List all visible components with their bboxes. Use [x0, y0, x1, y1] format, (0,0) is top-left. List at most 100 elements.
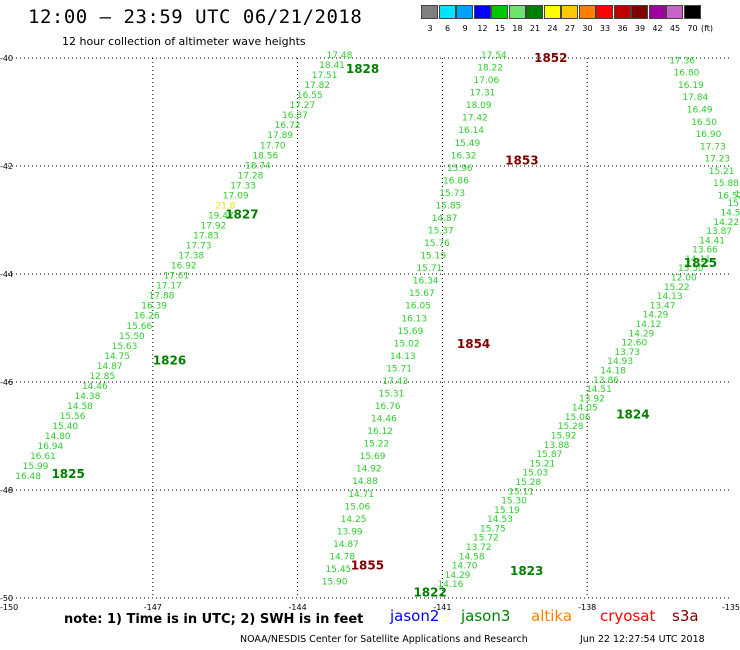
wave-height-value: 15.25 — [735, 190, 740, 200]
credit-text: NOAA/NESDIS Center for Satellite Applica… — [240, 634, 528, 645]
wave-height-value: 16.76 — [375, 402, 401, 412]
wave-height-value: 15.67 — [409, 289, 435, 299]
wave-height-value: 18.41 — [319, 61, 345, 71]
colorbar-label: 36 — [617, 24, 628, 33]
wave-height-value: 15.40 — [52, 422, 78, 432]
wave-height-value: 14.12 — [636, 320, 662, 330]
wave-height-value: 15.28 — [558, 422, 584, 432]
wave-height-value: 18.56 — [252, 151, 278, 161]
wave-height-value: 15.37 — [428, 227, 454, 237]
wave-height-value: 16.55 — [297, 91, 323, 101]
wave-height-value: 15.03 — [522, 469, 548, 479]
wave-height-value: 15.76 — [424, 239, 450, 249]
colorbar-label: 45 — [669, 24, 681, 33]
wave-height-value: 13.86 — [593, 376, 619, 386]
wave-height-value: 15.69 — [398, 327, 424, 337]
wave-height-value: 17.51 — [312, 71, 338, 81]
colorbar-swatch — [578, 5, 596, 19]
wave-height-value: 16.48 — [15, 472, 41, 482]
wave-height-value: 16.14 — [458, 126, 484, 136]
orbit-number-label: 1826 — [153, 353, 186, 367]
wave-height-value: 14.93 — [607, 357, 633, 367]
wave-height-value: 15.69 — [360, 452, 386, 462]
satellite-legend-altika: altika — [531, 607, 573, 625]
orbit-number-label: 1853 — [505, 154, 538, 168]
wave-height-value: 16.32 — [451, 151, 477, 161]
colorbar-label: 24 — [547, 24, 558, 33]
wave-height-value: 17.61 — [163, 272, 189, 282]
wave-height-value: 15.30 — [501, 497, 527, 507]
wave-height-value: 13.47 — [650, 301, 676, 311]
wave-height-value: 17.92 — [201, 221, 227, 231]
wave-height-value: 17.27 — [289, 101, 315, 111]
wave-height-value: 17.84 — [682, 93, 708, 103]
wave-height-value: 16.61 — [30, 452, 56, 462]
orbit-number-label: 1852 — [534, 51, 567, 65]
colorbar-swatch — [421, 5, 438, 19]
colorbar-label: 18 — [512, 24, 523, 33]
wave-height-value: 13.72 — [466, 543, 492, 553]
wave-height-value: 15.22 — [363, 440, 389, 450]
wave-height-value: 15.19 — [494, 506, 520, 516]
colorbar-label: 6 — [444, 24, 451, 33]
wave-height-value: 13.88 — [544, 441, 570, 451]
wave-height-value: 13.92 — [579, 394, 605, 404]
wave-height-value: 14.13 — [657, 292, 683, 302]
wave-height-value: 14.71 — [348, 490, 374, 500]
orbit-number-label: 1822 — [413, 586, 446, 600]
colorbar-label: 33 — [599, 24, 611, 33]
colorbar-swatch — [473, 5, 491, 19]
wave-height-value: 16.80 — [674, 69, 700, 79]
colorbar-swatch — [456, 5, 473, 19]
map-subtitle: 12 hour collection of altimeter wave hei… — [62, 35, 306, 48]
orbit-number-label: 1828 — [346, 62, 379, 76]
colorbar-label: 27 — [564, 24, 576, 33]
wave-height-value: 18.09 — [466, 101, 492, 111]
wave-height-value: 18.22 — [477, 64, 503, 74]
wave-height-value: 14.75 — [104, 352, 130, 362]
orbit-number-label: 1855 — [351, 559, 384, 573]
wave-height-value: 12.00 — [671, 274, 697, 284]
wave-height-value: 14.29 — [629, 329, 655, 339]
wave-height-value: 16.86 — [443, 176, 469, 186]
wave-height-value: 15.50 — [119, 332, 145, 342]
wave-height-value: 14.50 — [720, 208, 740, 218]
wave-height-value: 15.75 — [480, 524, 506, 534]
wave-height-value: 14.51 — [586, 385, 612, 395]
satellite-legend-s3a: s3a — [672, 607, 699, 625]
colorbar-swatch — [648, 5, 666, 19]
wave-height-value: 13.66 — [692, 246, 718, 256]
wave-height-value: 17.33 — [230, 181, 256, 191]
legend-note: note: 1) Time is in UTC; 2) SWH is in fe… — [64, 612, 397, 627]
wave-height-value: 14.46 — [82, 382, 108, 392]
colorbar-swatch — [508, 5, 526, 19]
wave-height-value: 13.87 — [706, 227, 732, 237]
wave-height-value: 17.70 — [260, 141, 286, 151]
orbit-number-label: 1823 — [510, 564, 543, 578]
wave-height-value: 17.83 — [193, 232, 219, 242]
wave-height-value: 17.09 — [223, 191, 249, 201]
wave-height-value: 16.94 — [37, 442, 63, 452]
wave-height-value: 17.48 — [327, 51, 353, 61]
wave-height-value: 15.06 — [565, 413, 591, 423]
lon-tick-label: -150 — [0, 603, 18, 612]
wave-height-value: 15.72 — [473, 534, 499, 544]
wave-height-value: 15.87 — [537, 450, 563, 460]
wave-height-value: 16.19 — [678, 81, 704, 91]
wave-height-value: 19.47 — [208, 211, 234, 221]
map-title: 12:00 – 23:59 UTC 06/21/2018 — [28, 6, 363, 28]
wave-height-value: 15.88 — [713, 179, 739, 189]
wave-height-value: 17.82 — [304, 81, 330, 91]
wave-height-value: 14.88 — [352, 477, 378, 487]
wave-height-value: 15.06 — [344, 502, 370, 512]
lat-tick-label: -46 — [0, 378, 13, 387]
wave-height-value: 14.11 — [685, 255, 711, 265]
colorbar-swatch — [526, 5, 543, 19]
wave-height-value: 14.80 — [45, 432, 71, 442]
wave-height-value: 16.05 — [405, 302, 431, 312]
wave-height-value: 17.23 — [704, 155, 730, 165]
wave-height-value: 15.73 — [439, 189, 465, 199]
colorbar-label: 30 — [582, 24, 593, 33]
wave-height-value: 14.53 — [487, 515, 513, 525]
